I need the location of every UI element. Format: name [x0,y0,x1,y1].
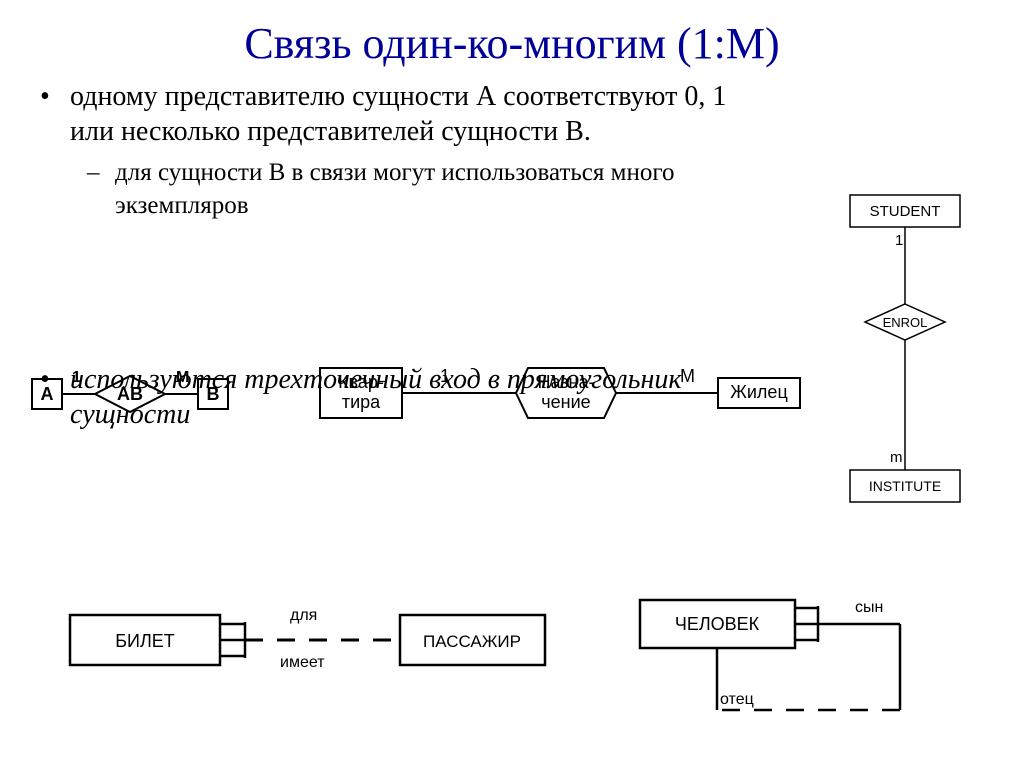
diagram-person: ЧЕЛОВЕК сын отец [640,599,900,710]
svg-text:БИЛЕТ: БИЛЕТ [115,631,175,651]
slide-title: Связь один-ко-многим (1:М) [0,0,1024,79]
svg-text:ЧЕЛОВЕК: ЧЕЛОВЕК [675,614,760,634]
diagram-ticket-passenger: БИЛЕТ для имеет ПАССАЖИР [70,607,545,671]
svg-text:ПАССАЖИР: ПАССАЖИР [423,632,521,651]
svg-text:имеет: имеет [280,654,325,671]
bullet-main-1: одному представителю сущности А соответс… [70,79,774,149]
student-label: STUDENT [870,203,941,220]
svg-text:для: для [290,607,317,624]
svg-text:отец: отец [720,691,754,708]
bullet-sub-1: для сущности В в связи могут использоват… [115,157,774,222]
bullet-italic-1: используются трехточечный вход в прямоуг… [70,362,744,432]
institute-label: INSTITUTE [869,478,941,494]
m-label: m [890,449,903,466]
svg-text:сын: сын [855,599,883,616]
